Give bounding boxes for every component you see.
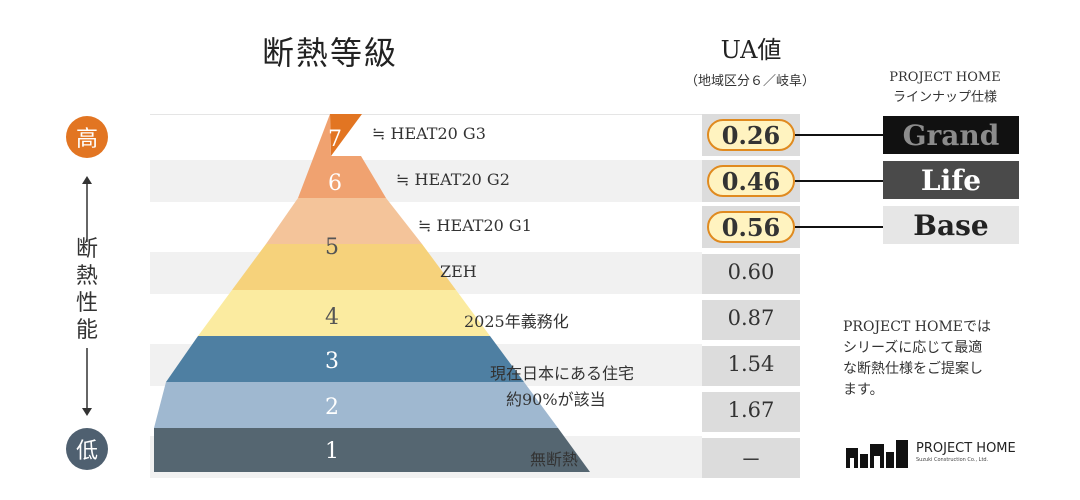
scale-char: 断 (75, 237, 98, 262)
logo-company: Suzuki Construction Co., Ltd. (916, 457, 989, 463)
logo-wordmark: PROJECT HOME (916, 441, 1016, 456)
ua-value-grade2: 1.67 (727, 398, 775, 422)
grade-number-4: 4 (325, 305, 339, 330)
ua-cell (702, 298, 800, 340)
scale-low-badge: 低 (66, 428, 108, 470)
row-label-heat20-g2: ≒ HEAT20 G2 (396, 170, 510, 189)
ua-value-zeh: 0.60 (727, 260, 775, 284)
row-label-current-homes-1: 現在日本にある住宅 (490, 364, 635, 383)
grade-number-1: 1 (325, 439, 339, 464)
grade-number-3: 3 (325, 349, 339, 374)
page-title: 断熱等級 (262, 34, 399, 72)
ua-value-g3: 0.26 (707, 119, 795, 151)
ua-column-subtitle: （地域区分６／岐阜） (684, 74, 815, 89)
grade-number-6: 6 (328, 171, 342, 196)
pyramid-grade-6 (298, 114, 386, 198)
scale-high-badge: 高 (66, 116, 108, 158)
note-line: ます。 (843, 382, 884, 398)
pyramid-zeh (232, 244, 456, 290)
ua-cell (702, 436, 800, 478)
note-line: PROJECT HOMEでは (843, 319, 992, 335)
scale-axis-label: 断 熱 性 能 (62, 236, 112, 344)
lineup-life: Life (883, 161, 1019, 199)
lineup-header: PROJECT HOME ラインナップ仕様 (870, 68, 1020, 108)
ua-value-2025: 0.87 (727, 306, 775, 330)
connector-line (795, 226, 883, 228)
note-line: な断熱仕様をご提案し (843, 361, 983, 377)
lineup-grand: Grand (883, 116, 1019, 154)
lineup-base: Base (883, 206, 1019, 244)
connector-line (795, 134, 883, 136)
arrow-up-icon (82, 176, 92, 242)
row-stripe (150, 114, 702, 157)
scale-char: 能 (75, 318, 98, 343)
pyramid-grade-3 (166, 336, 524, 382)
ua-cell (702, 252, 800, 294)
row-label-heat20-g1: ≒ HEAT20 G1 (418, 216, 532, 235)
project-home-logo-icon (846, 440, 908, 468)
proposal-note: PROJECT HOMEでは シリーズに応じて最適 な断熱仕様をご提案し ます。 (843, 317, 1033, 401)
row-label-current-homes-2: 約90%が該当 (506, 390, 606, 409)
row-stripe (150, 160, 702, 202)
ua-cell (702, 344, 800, 386)
pyramid-grade-4 (198, 290, 490, 336)
pyramid-grade-2 (154, 382, 558, 428)
lineup-header-line1: PROJECT HOME (889, 70, 1001, 85)
arrow-down-icon (82, 348, 92, 416)
ua-value-g2: 0.46 (707, 165, 795, 197)
grade-number-2: 2 (325, 395, 339, 420)
note-line: シリーズに応じて最適 (843, 340, 983, 356)
scale-char: 性 (75, 291, 98, 316)
grade-number-5: 5 (325, 235, 339, 260)
row-label-heat20-g3: ≒ HEAT20 G3 (372, 124, 486, 143)
scale-char: 熱 (75, 264, 98, 289)
pyramid-grade-7 (330, 114, 362, 156)
row-label-zeh: ZEH (440, 262, 477, 281)
row-label-2025: 2025年義務化 (464, 312, 569, 331)
ua-value-grade1: － (740, 448, 762, 472)
grade-number-7: 7 (328, 127, 342, 152)
pyramid-grade-1 (154, 428, 590, 472)
pyramid-grade-5 (266, 198, 422, 244)
connector-line (795, 180, 883, 182)
ua-cell (702, 390, 800, 432)
insulation-pyramid: 7 6 5 4 3 2 1 (154, 114, 590, 472)
lineup-header-line2: ラインナップ仕様 (892, 90, 997, 105)
ua-value-grade3: 1.54 (727, 352, 775, 376)
row-label-no-insulation: 無断熱 (530, 450, 579, 469)
row-stripe (150, 206, 702, 248)
ua-value-g1: 0.56 (707, 211, 795, 243)
ua-column-title: UA値 (720, 36, 782, 64)
